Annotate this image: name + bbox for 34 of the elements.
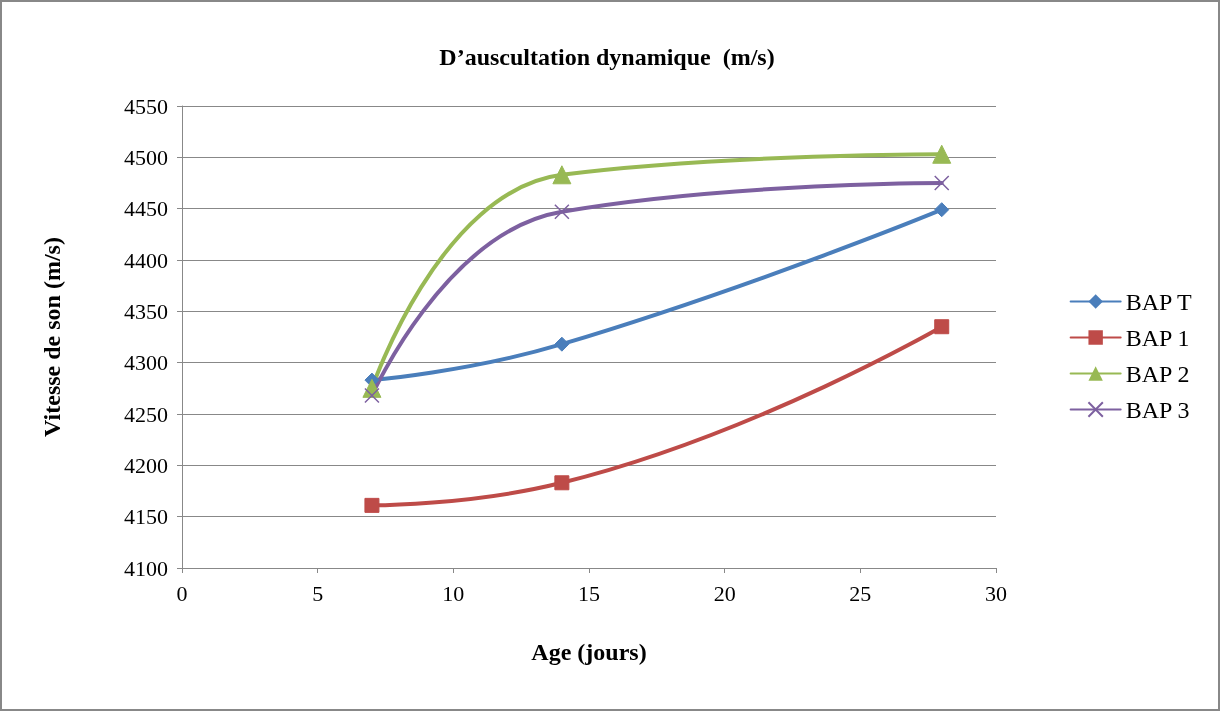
y-tick-label: 4500 (124, 144, 168, 170)
point (364, 387, 380, 404)
y-axis-title: Vitesse de son (m/s) (39, 237, 65, 437)
point (933, 175, 950, 191)
y-tick-label: 4100 (124, 555, 168, 581)
x-tick-label: 30 (985, 580, 1007, 606)
point (934, 202, 950, 218)
y-tick-label: 4250 (124, 401, 168, 427)
point (554, 475, 570, 491)
x-tick-label: 15 (578, 580, 600, 606)
legend-label: BAP 2 (1125, 360, 1190, 387)
y-tick-label: 4450 (124, 196, 168, 222)
y-tick-label: 4550 (124, 93, 168, 119)
point (554, 336, 570, 352)
point (554, 204, 570, 220)
x-tick-label: 10 (442, 580, 465, 606)
y-tick-label: 4300 (124, 350, 168, 376)
point (364, 497, 380, 513)
point (552, 165, 572, 185)
x-axis-title: Age (jours) (531, 639, 647, 665)
legend-label: BAP 3 (1125, 396, 1190, 423)
y-tick-label: 4200 (124, 452, 168, 478)
point (934, 319, 950, 335)
y-tick-label: 4150 (124, 504, 168, 530)
x-tick-label: 0 (176, 580, 188, 606)
x-tick-label: 25 (849, 580, 872, 606)
point (932, 144, 952, 164)
y-tick-label: 4400 (124, 247, 168, 273)
legend-label: BAP 1 (1125, 324, 1190, 351)
chart-title: D’auscultation dynamique (m/s) (439, 44, 775, 70)
x-tick-label: 5 (312, 580, 324, 606)
legend-label: BAP T (1125, 288, 1193, 315)
x-tick-label: 20 (713, 580, 736, 606)
y-tick-label: 4350 (124, 298, 168, 324)
